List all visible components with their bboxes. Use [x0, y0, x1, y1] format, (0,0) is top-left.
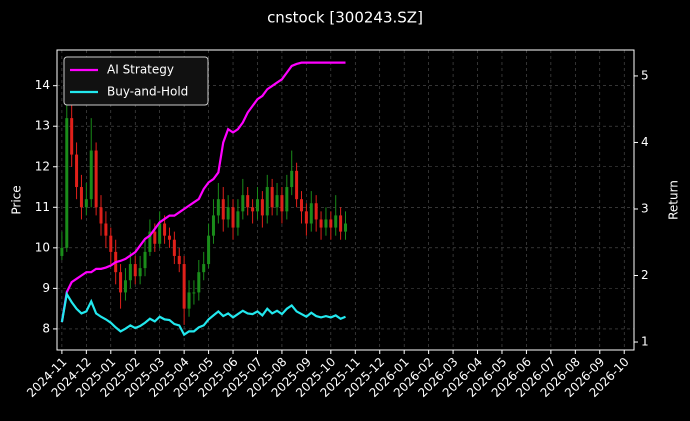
legend-box: [63, 56, 209, 106]
candle-body: [241, 195, 245, 212]
candle-body: [344, 223, 347, 232]
candle-body: [70, 118, 74, 155]
candle-body: [143, 251, 147, 269]
candle-body: [226, 207, 230, 220]
series-line: [60, 291, 346, 337]
candle-body: [128, 264, 132, 281]
candle-body: [260, 199, 264, 216]
candle-body: [221, 199, 225, 220]
legend-label: Buy-and-Hold: [107, 85, 188, 99]
candle-body: [280, 195, 284, 212]
candle-body: [123, 280, 127, 293]
candle-body: [197, 272, 201, 293]
candle-body: [84, 199, 88, 208]
candle-body: [177, 255, 181, 265]
candle-body: [246, 195, 250, 208]
candle-body: [231, 207, 235, 228]
y-tick-label: 11: [35, 200, 50, 214]
candle-body: [75, 154, 79, 188]
y2-axis-label: Return: [667, 180, 681, 220]
candle-body: [109, 235, 113, 252]
candle-body: [285, 187, 289, 212]
candle-body: [290, 170, 294, 188]
candle-body: [251, 207, 255, 212]
y2-tick-label: 1: [641, 335, 649, 349]
candle-body: [182, 264, 186, 309]
candle-body: [334, 215, 338, 228]
candle-body: [158, 223, 162, 244]
candle-body: [89, 150, 93, 200]
candle-body: [163, 223, 167, 236]
y2-tick-label: 2: [641, 268, 649, 282]
candle-body: [207, 235, 211, 265]
candle-body: [314, 203, 318, 220]
y-tick-label: 8: [42, 321, 50, 335]
candle-body: [309, 203, 313, 224]
candle-body: [153, 231, 157, 244]
candle-body: [148, 231, 152, 252]
y2-tick-label: 4: [641, 135, 649, 149]
y-tick-label: 10: [35, 240, 50, 254]
y-tick-label: 13: [35, 119, 50, 133]
candle-body: [236, 211, 240, 228]
y2-tick-label: 5: [641, 68, 649, 82]
candle-body: [94, 150, 98, 208]
candle-body: [79, 187, 83, 208]
series-line: [60, 61, 346, 323]
candle-body: [172, 239, 176, 256]
candle-body: [275, 195, 279, 208]
candle-body: [104, 223, 108, 236]
candle-body: [324, 219, 328, 228]
candle-body: [270, 187, 274, 208]
y-tick-label: 9: [42, 281, 50, 295]
candle-body: [295, 170, 299, 200]
candle-body: [304, 211, 308, 224]
candle-body: [202, 264, 206, 273]
candle-body: [187, 292, 191, 309]
y-tick-label: 12: [35, 159, 50, 173]
y-axis-label: Price: [10, 185, 24, 214]
candle-body: [60, 247, 64, 256]
candle-body: [299, 199, 303, 212]
candle-body: [339, 215, 343, 232]
legend-label: AI Strategy: [107, 63, 174, 77]
candle-body: [265, 187, 269, 216]
candle-body: [119, 272, 123, 293]
candle-body: [192, 292, 196, 294]
candle-body: [211, 215, 215, 236]
candle-body: [138, 268, 142, 277]
y-tick-label: 14: [35, 78, 50, 92]
candle-body: [255, 199, 259, 212]
plot-frame: [56, 49, 635, 351]
y2-tick-label: 3: [641, 201, 649, 215]
candle-body: [167, 235, 171, 240]
candle-body: [319, 219, 323, 228]
candle-body: [329, 219, 333, 228]
candle-body: [133, 264, 137, 277]
chart-title: cnstock [300243.SZ]: [267, 9, 423, 27]
candle-body: [65, 118, 69, 248]
candle-body: [216, 199, 220, 216]
candle-body: [99, 207, 103, 224]
